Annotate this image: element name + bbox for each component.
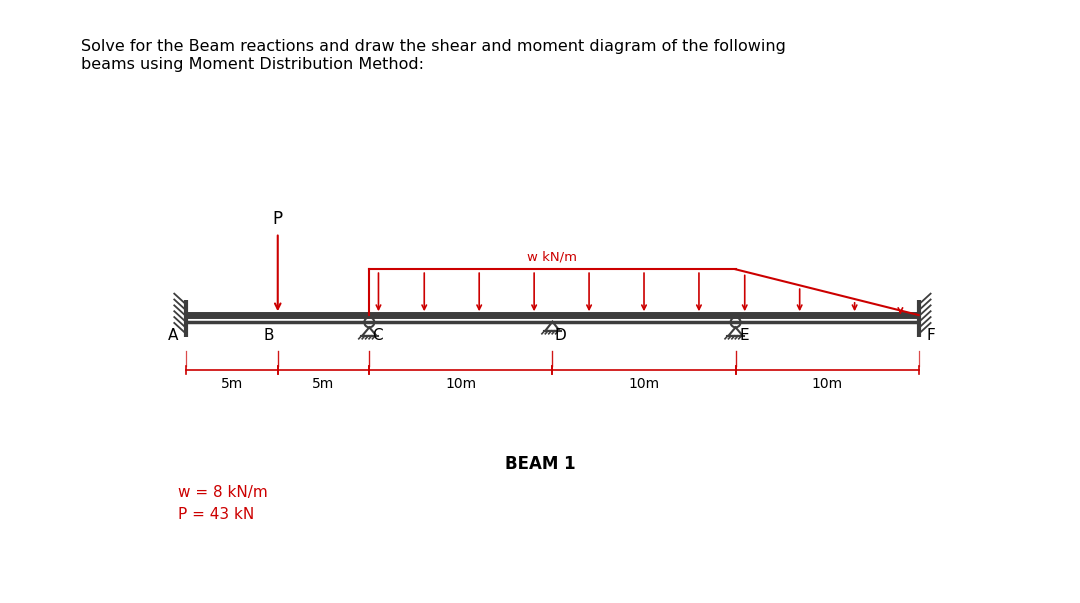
Text: P = 43 kN: P = 43 kN bbox=[178, 507, 255, 522]
Text: E: E bbox=[739, 329, 748, 344]
Text: C: C bbox=[373, 329, 383, 344]
Text: 5m: 5m bbox=[220, 377, 243, 391]
Text: BEAM 1: BEAM 1 bbox=[504, 455, 576, 473]
Text: 10m: 10m bbox=[629, 377, 660, 391]
Text: Solve for the Beam reactions and draw the shear and moment diagram of the follow: Solve for the Beam reactions and draw th… bbox=[81, 39, 786, 72]
Text: 10m: 10m bbox=[811, 377, 842, 391]
Text: B: B bbox=[264, 329, 274, 344]
Text: 5m: 5m bbox=[312, 377, 335, 391]
Text: w = 8 kN/m: w = 8 kN/m bbox=[178, 485, 268, 500]
Text: 10m: 10m bbox=[445, 377, 476, 391]
Text: A: A bbox=[168, 327, 178, 343]
Text: F: F bbox=[927, 329, 935, 344]
Text: P: P bbox=[272, 210, 283, 228]
Text: w kN/m: w kN/m bbox=[527, 250, 578, 264]
Text: D: D bbox=[555, 329, 567, 344]
